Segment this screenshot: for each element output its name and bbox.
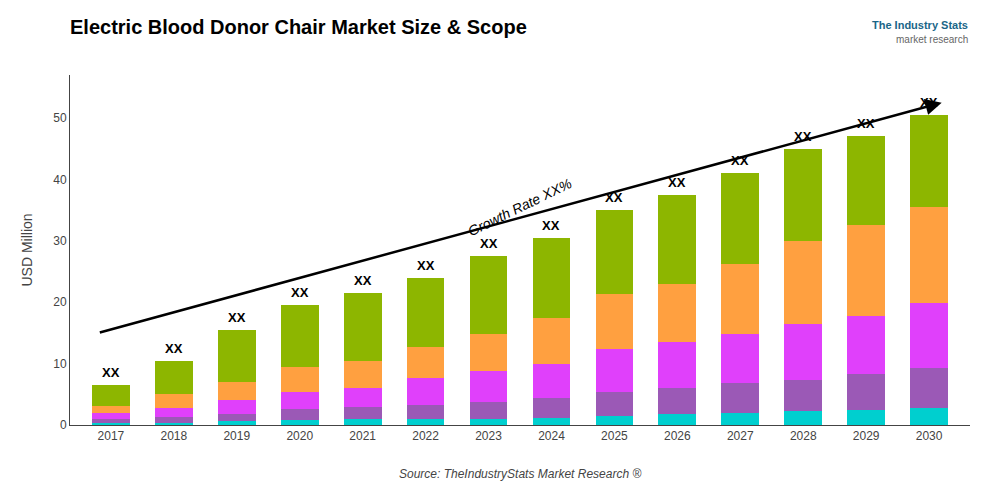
svg-text:2020: 2020: [286, 429, 313, 443]
svg-text:40: 40: [53, 173, 67, 187]
svg-text:2023: 2023: [475, 429, 502, 443]
svg-text:XX: XX: [920, 95, 938, 110]
svg-text:2018: 2018: [160, 429, 187, 443]
svg-text:2028: 2028: [790, 429, 817, 443]
svg-text:XX: XX: [291, 285, 309, 300]
svg-text:XX: XX: [165, 341, 183, 356]
svg-text:2030: 2030: [916, 429, 943, 443]
svg-text:XX: XX: [102, 365, 120, 380]
svg-text:0: 0: [60, 418, 67, 432]
svg-text:2017: 2017: [98, 429, 125, 443]
svg-text:2024: 2024: [538, 429, 565, 443]
svg-text:The Industry Stats: The Industry Stats: [872, 19, 968, 31]
svg-text:XX: XX: [542, 218, 560, 233]
svg-text:market research: market research: [896, 34, 968, 45]
svg-text:XX: XX: [228, 310, 246, 325]
svg-text:USD Million: USD Million: [19, 213, 35, 286]
svg-text:XX: XX: [480, 236, 498, 251]
svg-text:2027: 2027: [727, 429, 754, 443]
svg-text:30: 30: [53, 234, 67, 248]
svg-text:XX: XX: [605, 190, 623, 205]
svg-text:Source: TheIndustryStats Marke: Source: TheIndustryStats Market Research…: [399, 467, 641, 481]
svg-text:2029: 2029: [853, 429, 880, 443]
svg-text:XX: XX: [857, 116, 875, 131]
svg-text:10: 10: [53, 357, 67, 371]
svg-text:2022: 2022: [412, 429, 439, 443]
svg-text:Electric Blood Donor Chair Mar: Electric Blood Donor Chair Market Size &…: [70, 16, 527, 38]
svg-text:XX: XX: [731, 153, 749, 168]
svg-text:2026: 2026: [664, 429, 691, 443]
svg-text:XX: XX: [417, 258, 435, 273]
svg-text:2025: 2025: [601, 429, 628, 443]
svg-text:20: 20: [53, 295, 67, 309]
svg-text:50: 50: [53, 111, 67, 125]
svg-text:XX: XX: [354, 273, 372, 288]
svg-text:XX: XX: [668, 175, 686, 190]
svg-text:2019: 2019: [223, 429, 250, 443]
svg-text:Growth Rate XX%: Growth Rate XX%: [465, 175, 574, 239]
svg-text:2021: 2021: [349, 429, 376, 443]
svg-text:XX: XX: [794, 129, 812, 144]
